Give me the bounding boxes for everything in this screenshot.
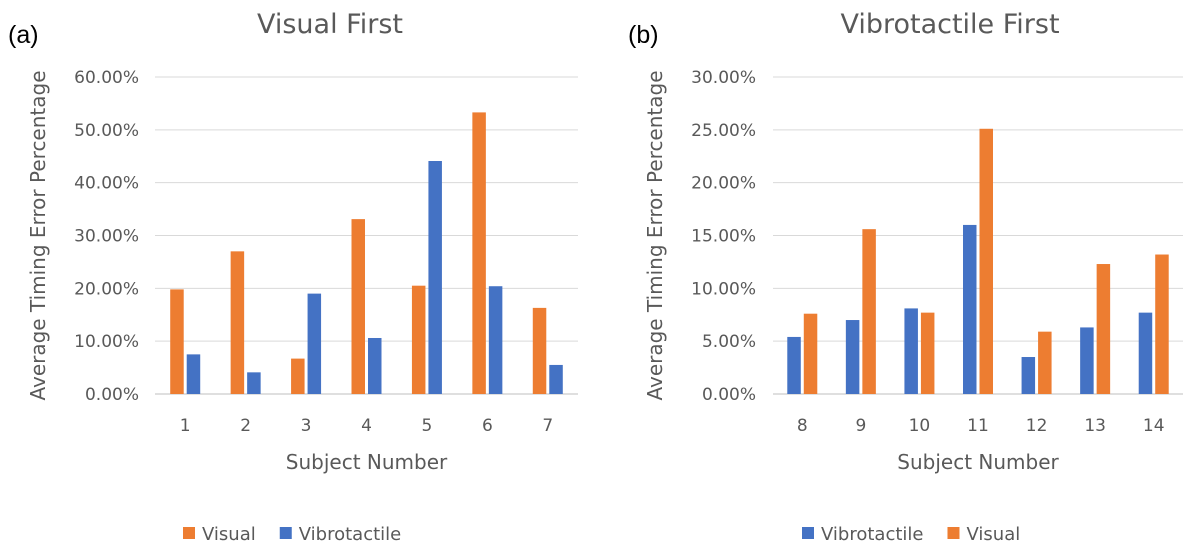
chart-1-ytick-label: 0.00% xyxy=(85,385,139,405)
chart-2-ytick-label: 20.00% xyxy=(691,174,756,194)
chart-1-bar-visual-3 xyxy=(291,358,305,394)
chart-2-panel-label: (b) xyxy=(628,21,659,49)
chart-1-bar-visual-6 xyxy=(472,112,486,395)
chart-1-bar-visual-7 xyxy=(532,307,547,394)
chart-1-bar-visual-2 xyxy=(230,251,245,394)
chart-1-yaxis-label: Average Timing Error Percentage xyxy=(26,70,50,400)
chart-2-bar-vibrotactile-13 xyxy=(1080,327,1094,394)
chart-1-ytick-label: 10.00% xyxy=(74,332,139,352)
chart-1-xtick-label: 6 xyxy=(482,416,493,436)
chart-2-xtick-label: 12 xyxy=(1026,416,1048,436)
chart-2-bar-visual-8 xyxy=(803,313,818,394)
chart-2-bar-vibrotactile-14 xyxy=(1138,312,1153,394)
chart-1-panel-label: (a) xyxy=(8,21,39,49)
chart-2-legend-label-visual: Visual xyxy=(966,524,1020,545)
chart-2-ytick-label: 10.00% xyxy=(691,279,756,299)
chart-1-xtick-label: 7 xyxy=(542,416,553,436)
chart-1-xtick-label: 1 xyxy=(180,416,191,436)
chart-1-bar-vibrotactile-6 xyxy=(488,286,503,394)
chart-2-xaxis-label: Subject Number xyxy=(897,450,1059,474)
chart-2-legend-swatch-vibrotactile xyxy=(802,527,814,539)
chart-1-xtick-label: 5 xyxy=(422,416,433,436)
chart-2-bar-vibrotactile-9 xyxy=(845,320,860,394)
chart-2-legend-swatch-visual xyxy=(947,527,960,539)
chart-1-legend-label-visual: Visual xyxy=(202,524,256,545)
chart-1-legend-swatch-visual xyxy=(183,527,195,539)
chart-1-ytick-label: 50.00% xyxy=(74,121,139,141)
chart-2-title: Vibrotactile First xyxy=(840,9,1059,40)
chart-1-title: Visual First xyxy=(257,9,403,40)
chart-2-bar-visual-11 xyxy=(979,128,993,394)
chart-1-bar-vibrotactile-4 xyxy=(368,337,382,394)
chart-1-legend-swatch-vibrotactile xyxy=(279,527,292,539)
chart-2-xtick-label: 8 xyxy=(797,416,808,436)
chart-1-xtick-label: 4 xyxy=(361,416,372,436)
chart-1-bar-vibrotactile-5 xyxy=(428,161,442,394)
chart-1-bar-visual-4 xyxy=(351,219,365,394)
chart-2-bar-vibrotactile-8 xyxy=(787,336,801,394)
chart-1-bar-vibrotactile-7 xyxy=(549,364,563,394)
chart-2-bar-visual-10 xyxy=(920,312,935,394)
chart-2-bar-visual-9 xyxy=(862,229,876,394)
chart-1-ytick-label: 40.00% xyxy=(74,174,139,194)
chart-1-bar-visual-5 xyxy=(411,285,426,394)
chart-1-bar-visual-1 xyxy=(170,289,184,394)
chart-1-ytick-label: 60.00% xyxy=(74,68,139,88)
chart-1-ytick-label: 30.00% xyxy=(74,227,139,247)
chart-2-ytick-label: 5.00% xyxy=(702,332,756,352)
chart-1-ytick-label: 20.00% xyxy=(74,279,139,299)
chart-2-bar-visual-14 xyxy=(1155,254,1169,394)
chart-2-bar-vibrotactile-10 xyxy=(904,308,918,394)
chart-1-xaxis-label: Subject Number xyxy=(286,450,448,474)
chart-2-ytick-label: 25.00% xyxy=(691,121,756,141)
chart-2-bar-vibrotactile-11 xyxy=(963,224,977,394)
chart-2-bar-visual-12 xyxy=(1038,331,1052,394)
chart-2-bar-visual-13 xyxy=(1096,264,1111,394)
chart-2-bar-vibrotactile-12 xyxy=(1021,357,1036,394)
chart-1-bar-vibrotactile-3 xyxy=(307,293,322,394)
chart-1-xtick-label: 3 xyxy=(301,416,312,436)
chart-2-xtick-label: 13 xyxy=(1084,416,1106,436)
chart-1-legend-label-vibrotactile: Vibrotactile xyxy=(299,524,401,545)
chart-2-legend-label-vibrotactile: Vibrotactile xyxy=(821,524,923,545)
chart-1-xtick-label: 2 xyxy=(240,416,251,436)
chart-2-xtick-label: 9 xyxy=(855,416,866,436)
chart-2-ytick-label: 0.00% xyxy=(702,385,756,405)
chart-2-ytick-label: 15.00% xyxy=(691,227,756,247)
chart-2-xtick-label: 10 xyxy=(909,416,931,436)
chart-2-xtick-label: 11 xyxy=(967,416,989,436)
chart-2-ytick-label: 30.00% xyxy=(691,68,756,88)
chart-1-bar-vibrotactile-2 xyxy=(247,372,261,394)
chart-2-yaxis-label: Average Timing Error Percentage xyxy=(643,70,667,400)
chart-2-xtick-label: 14 xyxy=(1143,416,1165,436)
chart-1-bar-vibrotactile-1 xyxy=(186,354,201,394)
